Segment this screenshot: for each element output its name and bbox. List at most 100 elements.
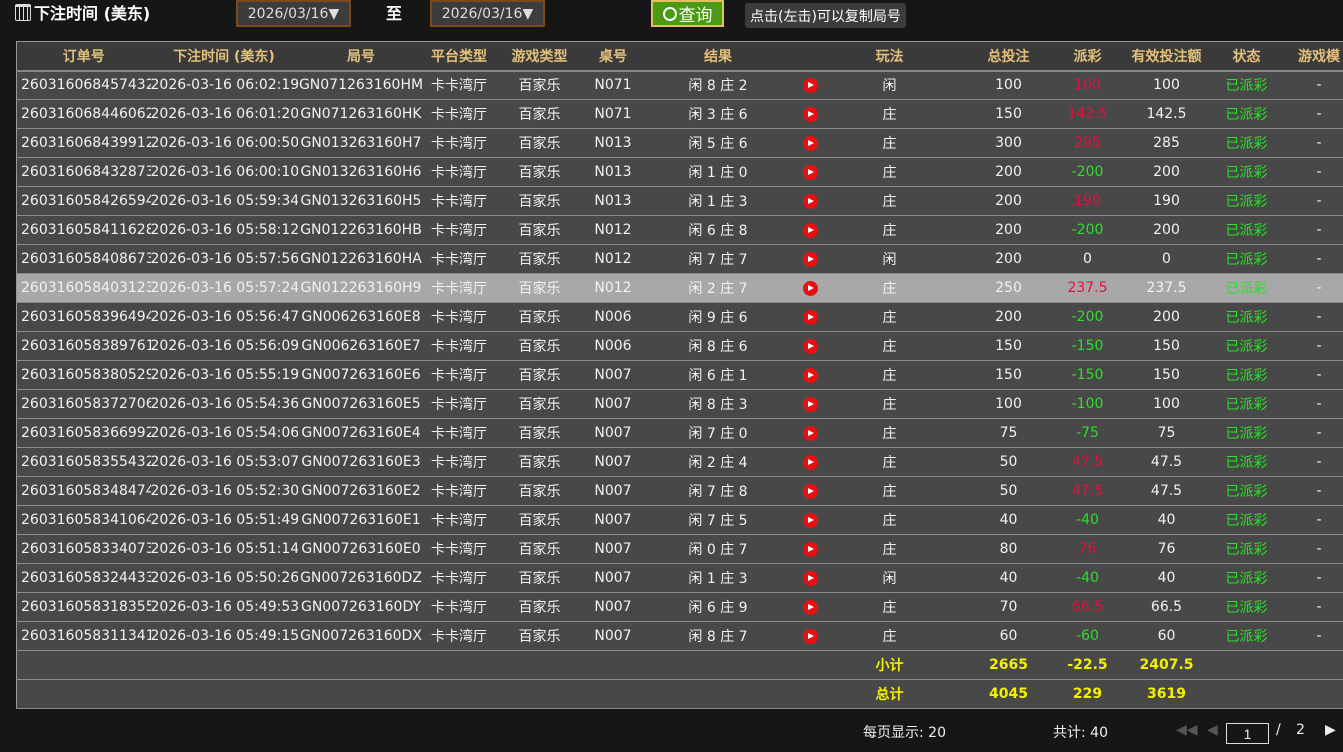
result-cell: 闲 2 庄 7	[640, 273, 796, 303]
round-id-cell[interactable]: GN007263160E6	[297, 360, 425, 390]
table-row[interactable]: 260316058311341 2026-03-16 05:49:15 GN0072…	[16, 621, 1343, 651]
round-id-cell[interactable]: GN012263160HA	[297, 244, 425, 274]
date-to-select[interactable]: 2026/03/16▼	[430, 0, 545, 27]
play-video-icon[interactable]	[803, 483, 818, 499]
total-bet-cell: 150	[953, 360, 1064, 390]
video-cell[interactable]	[795, 128, 826, 158]
round-id-cell[interactable]: GN007263160E3	[297, 447, 425, 477]
video-cell[interactable]	[795, 505, 826, 535]
round-id-cell[interactable]: GN013263160H5	[297, 186, 425, 216]
play-video-icon[interactable]	[803, 106, 818, 122]
table-row[interactable]: 260316058334073 2026-03-16 05:51:14 GN0072…	[16, 534, 1343, 564]
video-cell[interactable]	[795, 70, 826, 100]
video-cell[interactable]	[795, 447, 826, 477]
play-video-icon[interactable]	[803, 454, 818, 470]
table-row[interactable]: 260316058389761 2026-03-16 05:56:09 GN0062…	[16, 331, 1343, 361]
play-video-icon[interactable]	[803, 570, 818, 586]
round-id-cell[interactable]: GN007263160DY	[297, 592, 425, 622]
round-id-cell[interactable]: GN007263160E5	[297, 389, 425, 419]
play-video-icon[interactable]	[803, 628, 818, 644]
video-cell[interactable]	[795, 99, 826, 129]
column-header: 游戏模	[1271, 41, 1343, 72]
round-id-cell[interactable]: GN007263160DX	[297, 621, 425, 651]
table-row[interactable]: 260316058355432 2026-03-16 05:53:07 GN0072…	[16, 447, 1343, 477]
round-id-cell[interactable]: GN071263160HK	[297, 99, 425, 129]
round-id-cell[interactable]: GN006263160E7	[297, 331, 425, 361]
video-cell[interactable]	[795, 273, 826, 303]
table-row[interactable]: 260316058372706 2026-03-16 05:54:36 GN0072…	[16, 389, 1343, 419]
play-video-icon[interactable]	[803, 599, 818, 615]
video-cell[interactable]	[795, 621, 826, 651]
table-row[interactable]: 260316058396494 2026-03-16 05:56:47 GN0062…	[16, 302, 1343, 332]
play-video-icon[interactable]	[803, 396, 818, 412]
video-cell[interactable]	[795, 186, 826, 216]
table-row[interactable]: 260316068457432 2026-03-16 06:02:19 GN0712…	[16, 70, 1343, 100]
table-row[interactable]: 260316058408673 2026-03-16 05:57:56 GN0122…	[16, 244, 1343, 274]
per-page-label: 每页显示: 20	[863, 725, 946, 741]
table-row[interactable]: 260316068439912 2026-03-16 06:00:50 GN0132…	[16, 128, 1343, 158]
round-id-cell[interactable]: GN013263160H6	[297, 157, 425, 187]
video-cell[interactable]	[795, 302, 826, 332]
round-id-cell[interactable]: GN012263160HB	[297, 215, 425, 245]
game-type-cell: 百家乐	[493, 186, 586, 216]
table-row[interactable]: 260316058341064 2026-03-16 05:51:49 GN0072…	[16, 505, 1343, 535]
play-video-icon[interactable]	[803, 425, 818, 441]
table-row[interactable]: 260316068446062 2026-03-16 06:01:20 GN0712…	[16, 99, 1343, 129]
first-page-icon[interactable]: ◀◀	[1176, 722, 1198, 738]
play-video-icon[interactable]	[803, 77, 818, 93]
video-cell[interactable]	[795, 534, 826, 564]
video-cell[interactable]	[795, 563, 826, 593]
video-cell[interactable]	[795, 360, 826, 390]
video-cell[interactable]	[795, 389, 826, 419]
video-cell[interactable]	[795, 418, 826, 448]
table-row[interactable]: 260316058426594 2026-03-16 05:59:34 GN0132…	[16, 186, 1343, 216]
video-cell[interactable]	[795, 476, 826, 506]
round-id-cell[interactable]: GN071263160HM	[297, 70, 425, 100]
round-id-cell[interactable]: GN007263160E1	[297, 505, 425, 535]
table-row[interactable]: 260316058366992 2026-03-16 05:54:06 GN0072…	[16, 418, 1343, 448]
table-row[interactable]: 260316058324433 2026-03-16 05:50:26 GN0072…	[16, 563, 1343, 593]
result-cell: 闲 5 庄 6	[640, 128, 796, 158]
valid-bet-cell: 200	[1111, 215, 1222, 245]
table-row[interactable]: 260316058411628 2026-03-16 05:58:12 GN0122…	[16, 215, 1343, 245]
round-id-cell[interactable]: GN007263160E2	[297, 476, 425, 506]
video-cell[interactable]	[795, 592, 826, 622]
round-id-cell[interactable]: GN012263160H9	[297, 273, 425, 303]
round-id-cell[interactable]: GN007263160DZ	[297, 563, 425, 593]
table-row[interactable]: 260316058348474 2026-03-16 05:52:30 GN0072…	[16, 476, 1343, 506]
play-video-icon[interactable]	[803, 251, 818, 267]
page-input[interactable]	[1226, 723, 1269, 744]
total-bet-cell: 200	[953, 244, 1064, 274]
play-video-icon[interactable]	[803, 541, 818, 557]
table-row[interactable]: 260316058403123 2026-03-16 05:57:24 GN0122…	[16, 273, 1343, 303]
order-id-cell: 260316058341064	[16, 505, 151, 535]
column-header: 总投注	[953, 41, 1064, 72]
round-id-cell[interactable]: GN013263160H7	[297, 128, 425, 158]
bet-type-cell: 闲	[825, 563, 954, 593]
round-id-cell[interactable]: GN007263160E0	[297, 534, 425, 564]
video-cell[interactable]	[795, 331, 826, 361]
play-video-icon[interactable]	[803, 164, 818, 180]
play-video-icon[interactable]	[803, 512, 818, 528]
total-bet-cell: 250	[953, 273, 1064, 303]
round-id-cell[interactable]: GN007263160E4	[297, 418, 425, 448]
play-video-icon[interactable]	[803, 222, 818, 238]
table-row[interactable]: 260316068432873 2026-03-16 06:00:10 GN0132…	[16, 157, 1343, 187]
play-video-icon[interactable]	[803, 193, 818, 209]
table-row[interactable]: 260316058380529 2026-03-16 05:55:19 GN0072…	[16, 360, 1343, 390]
play-video-icon[interactable]	[803, 309, 818, 325]
play-video-icon[interactable]	[803, 135, 818, 151]
query-button[interactable]: 查询	[651, 0, 724, 27]
video-cell[interactable]	[795, 215, 826, 245]
video-cell[interactable]	[795, 244, 826, 274]
play-video-icon[interactable]	[803, 338, 818, 354]
prev-page-icon[interactable]: ◀	[1207, 722, 1218, 738]
date-from-select[interactable]: 2026/03/16▼	[236, 0, 351, 27]
round-id-cell[interactable]: GN006263160E8	[297, 302, 425, 332]
table-row[interactable]: 260316058318355 2026-03-16 05:49:53 GN0072…	[16, 592, 1343, 622]
result-cell: 闲 9 庄 6	[640, 302, 796, 332]
video-cell[interactable]	[795, 157, 826, 187]
play-video-icon[interactable]	[803, 367, 818, 383]
next-page-icon[interactable]: ▶	[1325, 722, 1336, 738]
play-video-icon[interactable]	[803, 280, 818, 296]
